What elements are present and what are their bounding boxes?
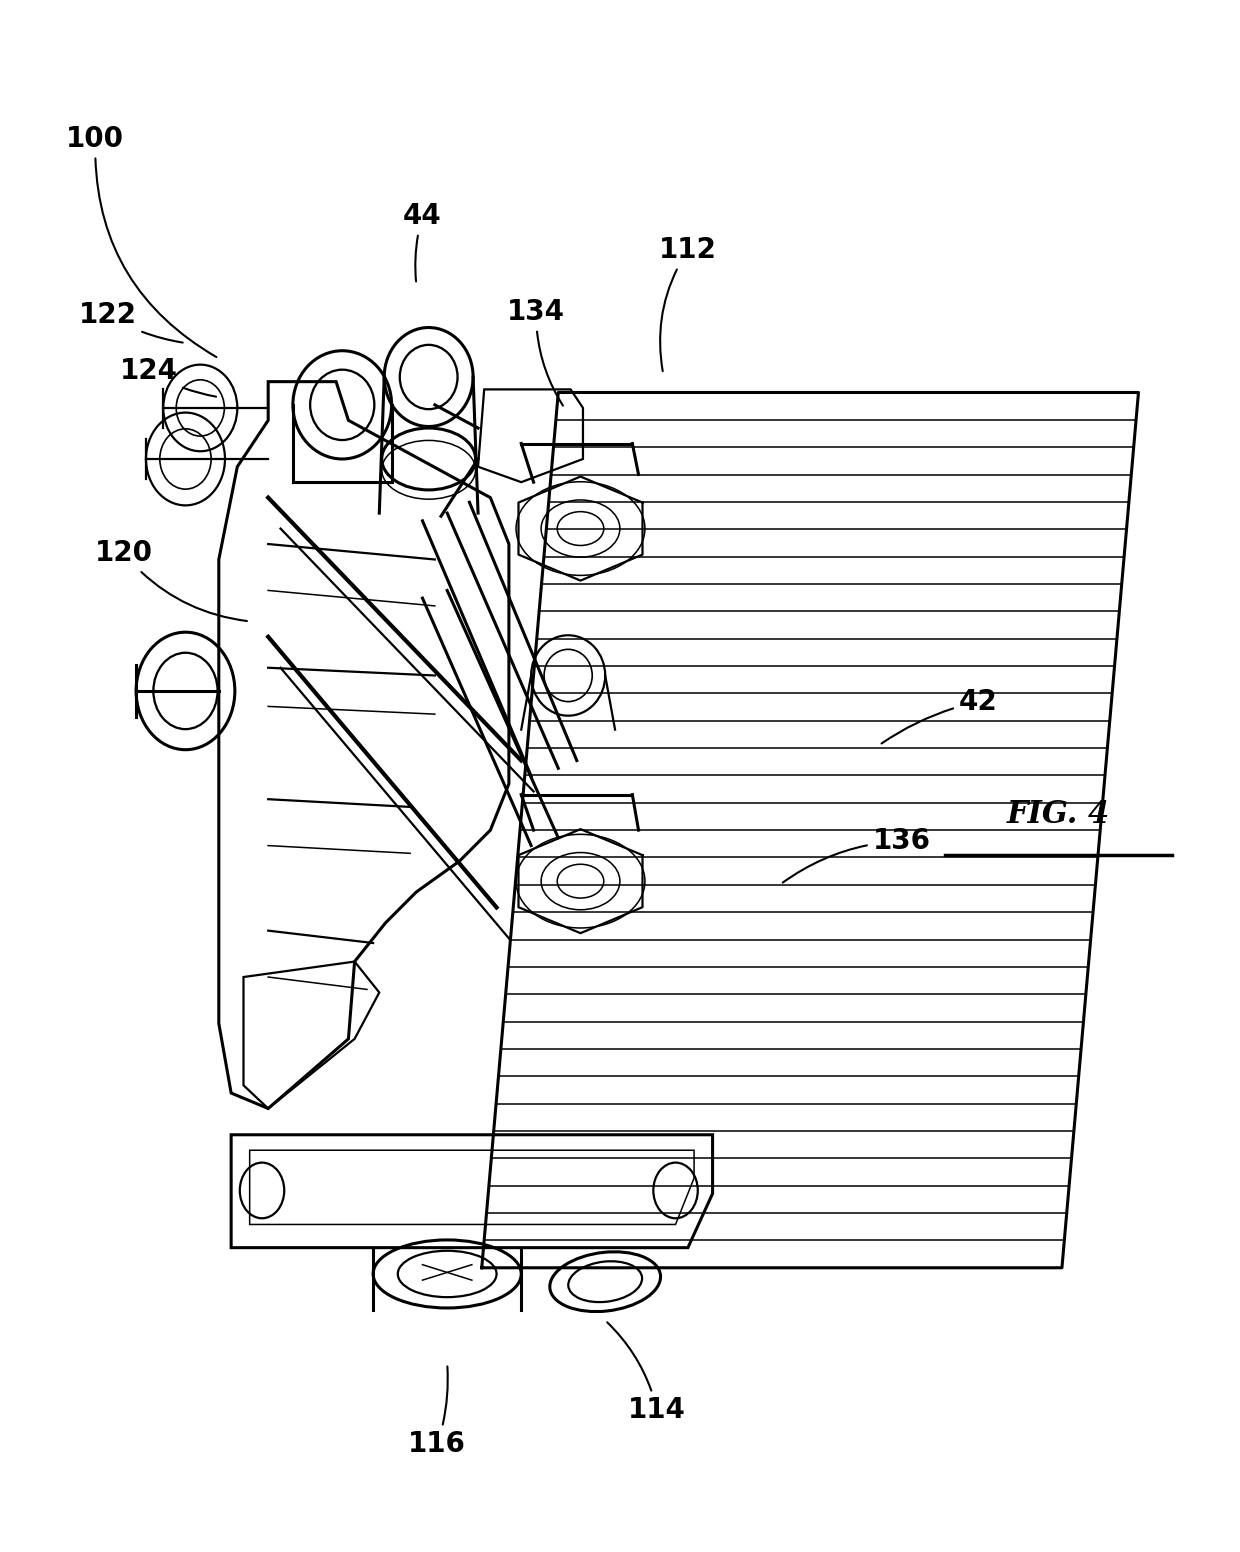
Text: 112: 112	[658, 236, 717, 371]
Text: 100: 100	[67, 124, 217, 357]
Text: 42: 42	[882, 688, 997, 743]
Text: 44: 44	[403, 202, 441, 281]
Text: 124: 124	[119, 357, 216, 397]
Text: 120: 120	[94, 539, 247, 621]
Text: 116: 116	[408, 1366, 466, 1457]
Text: 122: 122	[78, 301, 182, 343]
Text: 134: 134	[507, 298, 565, 405]
Text: 114: 114	[608, 1322, 686, 1425]
Text: 136: 136	[782, 827, 930, 883]
Text: FIG. 4: FIG. 4	[1007, 799, 1110, 830]
